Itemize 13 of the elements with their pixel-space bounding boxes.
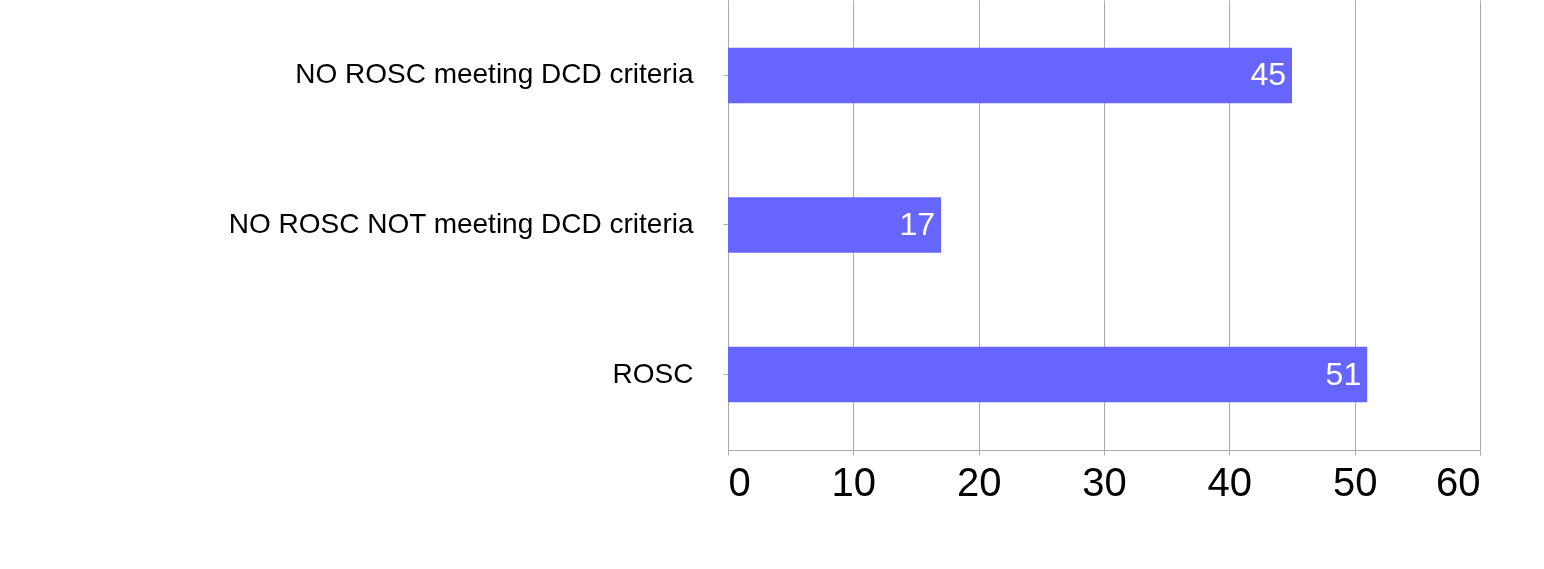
x-tick-label: 0: [728, 459, 751, 504]
x-tick-label: 20: [956, 459, 1002, 504]
data-label: 51: [1325, 355, 1362, 392]
x-tick-label: 10: [831, 459, 877, 504]
x-tick-label: 60: [1436, 459, 1481, 504]
y-tick-label: NO ROSC meeting DCD criteria: [295, 58, 694, 90]
y-tick-label: NO ROSC NOT meeting DCD criteria: [228, 208, 694, 239]
data-label: 45: [1250, 56, 1286, 93]
x-tick-label: 50: [1332, 459, 1378, 504]
y-tick-label: ROSC: [612, 357, 694, 389]
x-tick-label: 40: [1207, 459, 1253, 504]
x-tick-label: 30: [1082, 459, 1127, 504]
data-label: 17: [899, 206, 936, 242]
